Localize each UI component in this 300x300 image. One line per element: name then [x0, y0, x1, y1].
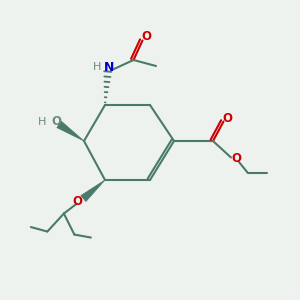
- Text: O: O: [222, 112, 232, 125]
- Text: O: O: [72, 195, 82, 208]
- Polygon shape: [57, 121, 84, 141]
- Text: O: O: [231, 152, 241, 166]
- Text: H: H: [38, 117, 47, 127]
- Text: O: O: [141, 30, 151, 44]
- Polygon shape: [81, 180, 105, 202]
- Text: N: N: [104, 61, 115, 74]
- Text: H: H: [93, 62, 102, 73]
- Text: O: O: [52, 116, 61, 128]
